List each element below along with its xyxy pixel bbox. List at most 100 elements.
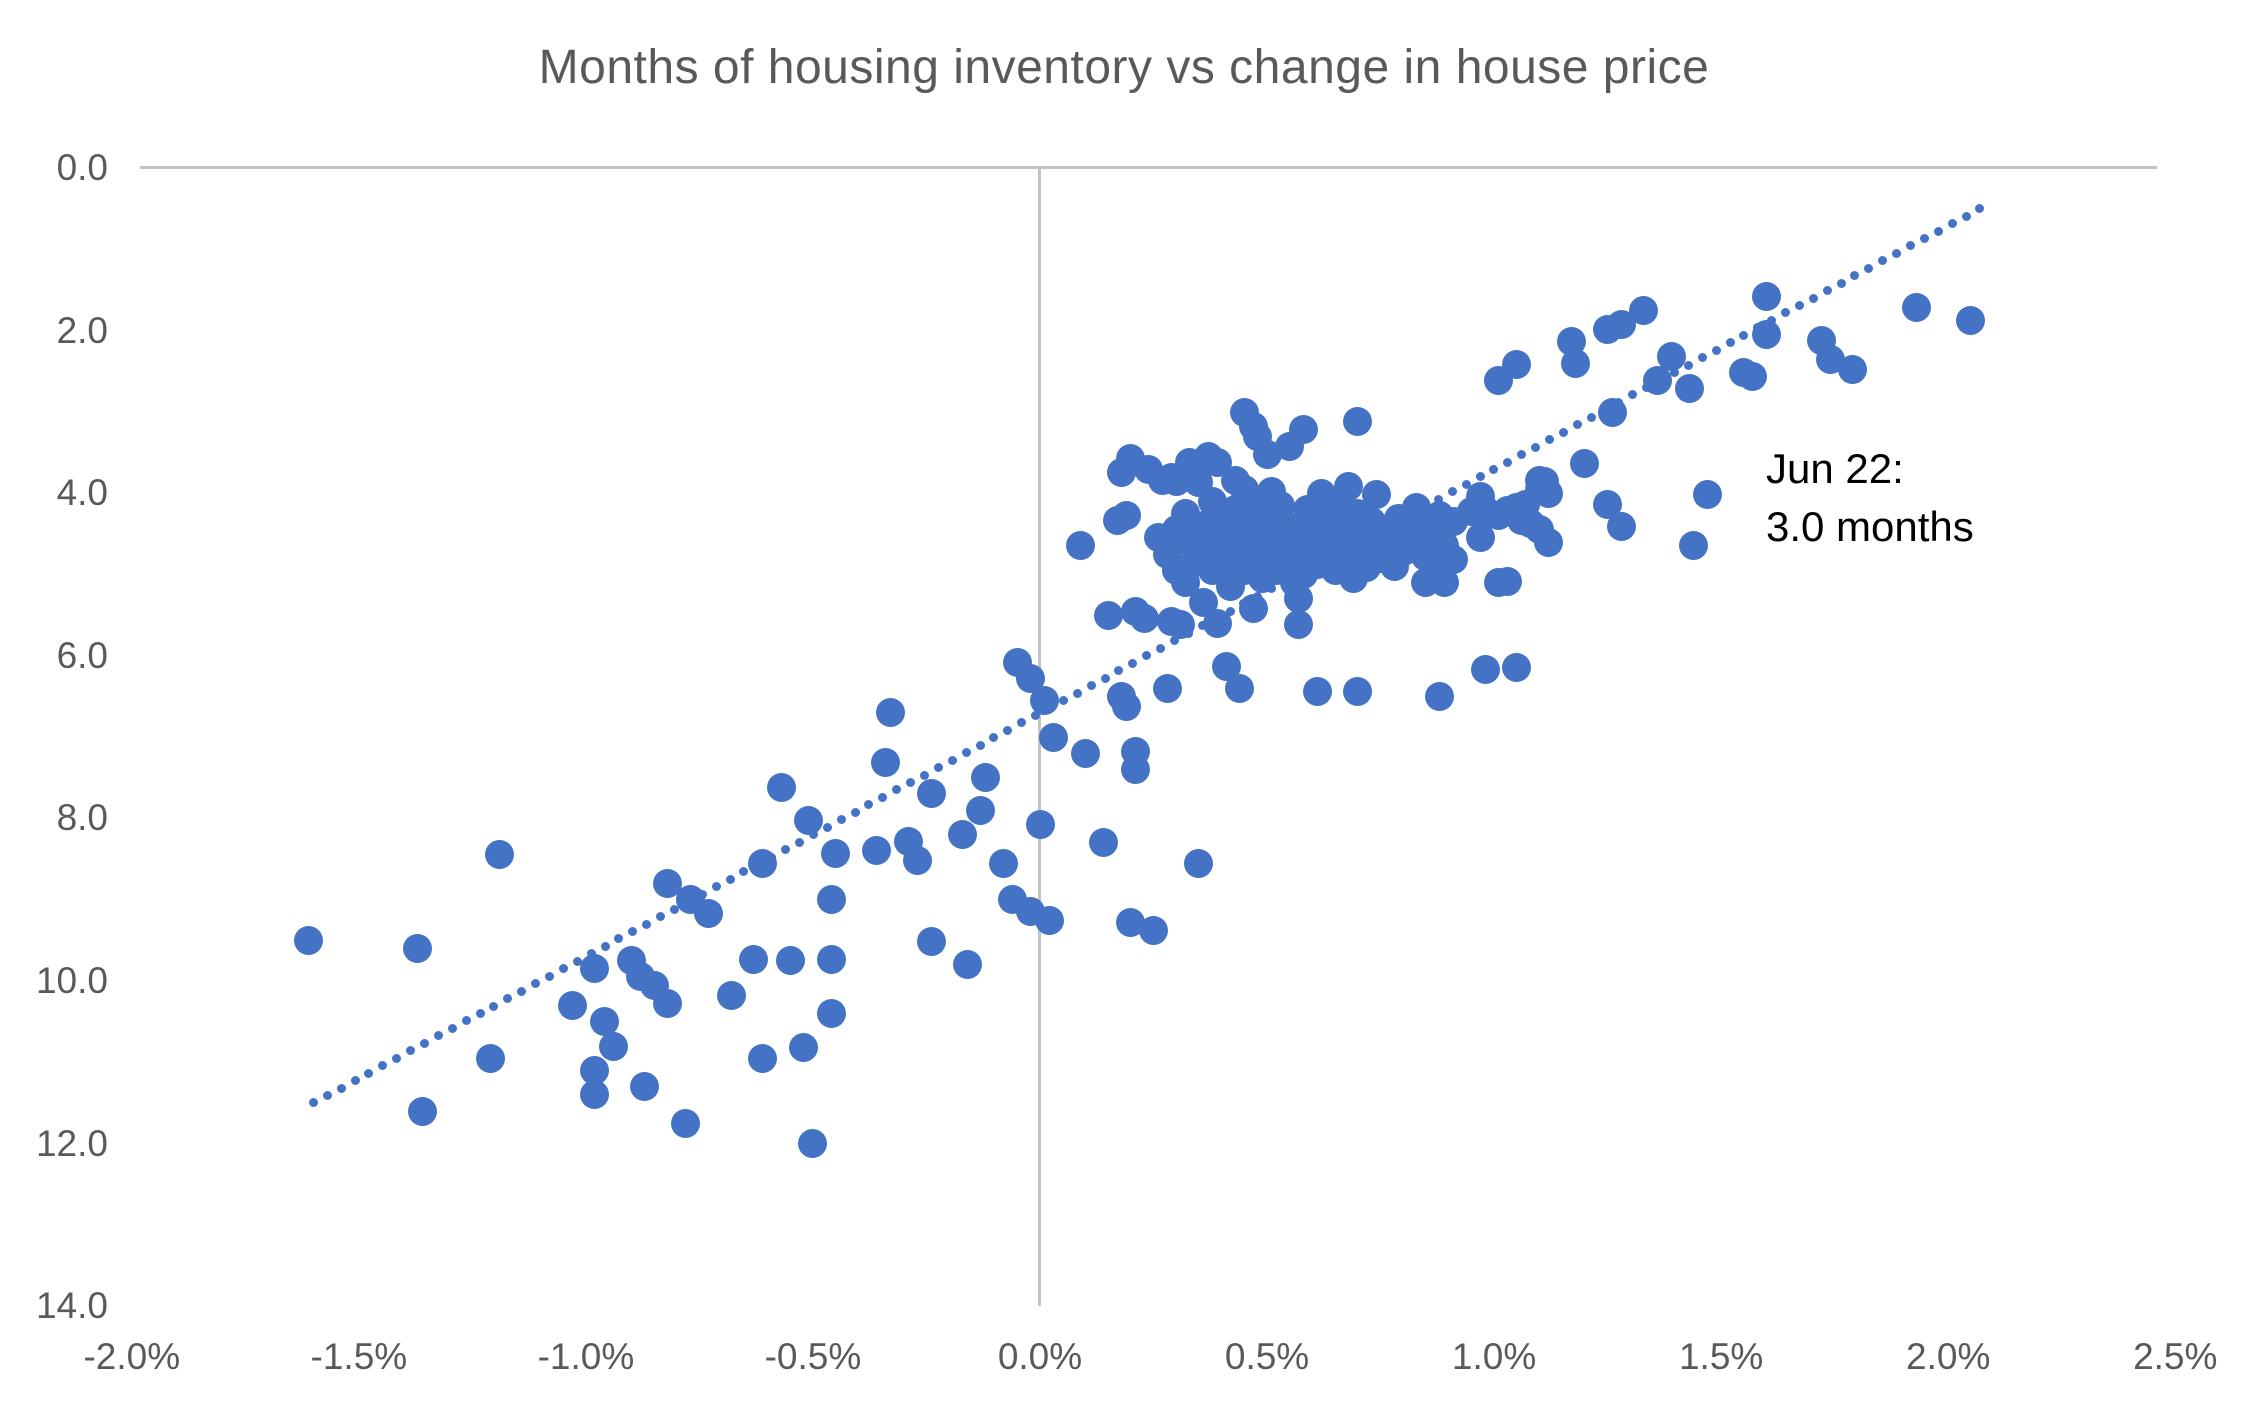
trendline-dot [808, 830, 818, 840]
scatter-point [294, 925, 324, 955]
trendline-dot [1878, 256, 1888, 266]
trendline-dot [545, 971, 555, 981]
trendline-dot [1475, 472, 1485, 482]
scatter-point [653, 989, 683, 1019]
trendline-dot [1433, 494, 1443, 504]
trendline-dot [1794, 301, 1804, 311]
scatter-point [694, 899, 723, 929]
scatter-point [1470, 655, 1500, 685]
trendline-dot [1947, 219, 1957, 229]
scatter-point [630, 1072, 660, 1102]
trendline-dot [586, 949, 596, 959]
trendline-dot [711, 882, 721, 892]
scatter-point [407, 1096, 437, 1126]
trendline-dot [1725, 338, 1735, 348]
trendline-dot [906, 777, 916, 787]
scatter-point [766, 773, 796, 802]
scatter-point [816, 885, 846, 915]
trendline-dot [1503, 457, 1513, 467]
trendline-dot [378, 1061, 388, 1071]
y-tick-label: 2.0 [56, 309, 108, 351]
scatter-point [793, 805, 823, 835]
scatter-point [871, 747, 901, 777]
scatter-point [1120, 755, 1150, 785]
trendline-dot [322, 1090, 332, 1100]
scatter-point [902, 846, 932, 876]
scatter-point [1679, 530, 1709, 560]
scatter-point [816, 999, 846, 1029]
annotation-line-1: Jun 22: [1766, 445, 1904, 492]
scatter-point [1534, 528, 1564, 558]
scatter-point [1030, 686, 1060, 715]
scatter-point [916, 778, 946, 808]
scatter-point [1152, 673, 1182, 703]
trendline-dot [1142, 651, 1152, 661]
trendline-dot [878, 792, 888, 802]
trendline-dot [1836, 278, 1846, 288]
trendline-dot [614, 934, 624, 944]
trendline-dot [1919, 233, 1929, 243]
trendline-dot [433, 1031, 443, 1041]
scatter-point [821, 838, 851, 868]
scatter-point [816, 945, 846, 975]
trendline-dot [836, 815, 846, 825]
trendline-dot [475, 1009, 485, 1019]
scatter-point [589, 1007, 619, 1037]
scatter-point [580, 954, 610, 984]
trendline-dot [822, 822, 832, 832]
trendline-dot [1225, 606, 1235, 616]
scatter-point [1184, 848, 1214, 878]
trendline-dot [656, 912, 666, 922]
x-tick-label: -0.5% [764, 1336, 862, 1377]
scatter-point [1188, 588, 1218, 618]
y-tick-label: 12.0 [35, 1122, 108, 1164]
trendline-dot [892, 785, 902, 795]
trendline-dot [739, 867, 749, 877]
scatter-point [1752, 281, 1782, 311]
scatter-point [671, 1108, 701, 1138]
trendline-dot [1058, 696, 1068, 705]
trendline-dot [558, 964, 568, 974]
scatter-point [1674, 373, 1704, 403]
trendline-dot [364, 1068, 374, 1078]
trendline-dot [642, 919, 652, 929]
scatter-point [798, 1129, 828, 1159]
scatter-point [1502, 652, 1532, 682]
trendline-dot [1489, 464, 1499, 474]
trendline-dot [489, 1001, 499, 1011]
scatter-point [1107, 458, 1137, 488]
trendline-dot [572, 956, 582, 966]
scatter-point [948, 820, 978, 850]
trendline-dot [517, 986, 527, 996]
trendline-dot [1628, 390, 1638, 400]
trendline-dot [1683, 360, 1693, 370]
x-tick-label: -1.0% [537, 1336, 635, 1377]
y-tick-label: 0.0 [56, 147, 108, 188]
scatter-point [1629, 295, 1659, 325]
trendline-dot [1531, 442, 1541, 452]
trendline-dot [1892, 248, 1902, 258]
scatter-point [580, 1080, 610, 1110]
trendline-dot [1544, 435, 1554, 445]
trendline-dot [920, 770, 929, 780]
trendline-dot [447, 1023, 457, 1033]
trendline-dot [1572, 420, 1582, 430]
annotation-line-2: 3.0 months [1766, 502, 1974, 550]
scatter-point [1066, 530, 1096, 560]
trendline-dot [420, 1038, 430, 1048]
y-tick-label: 8.0 [56, 797, 108, 839]
trendline-dot [350, 1076, 360, 1086]
scatter-point [557, 990, 587, 1020]
x-tick-label: 2.5% [2133, 1336, 2218, 1377]
trendline-dot [947, 755, 957, 765]
trendline-dot [1697, 353, 1707, 363]
trendline-dot [975, 740, 985, 750]
trendline-dot [308, 1098, 318, 1108]
trendline-dot [1739, 330, 1749, 340]
y-tick-label: 4.0 [56, 472, 108, 514]
y-tick-label: 10.0 [35, 960, 108, 1001]
trendline-dot [1447, 487, 1457, 497]
scatter-point [748, 1043, 778, 1073]
scatter-point [1238, 594, 1268, 624]
scatter-point [1225, 673, 1255, 703]
